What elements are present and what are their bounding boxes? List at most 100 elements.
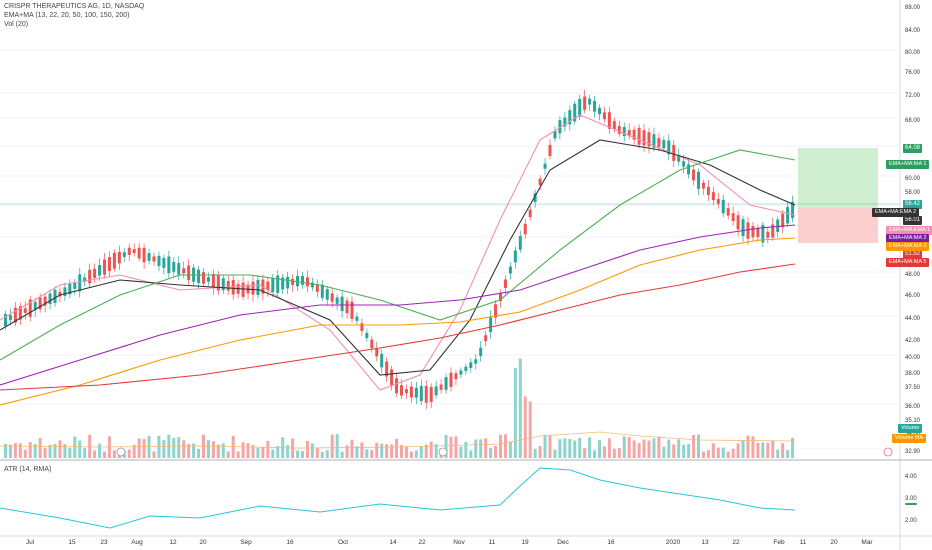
volume-bar (617, 447, 621, 458)
candle-body (320, 284, 324, 298)
volume-bar (409, 451, 413, 458)
time-axis-label: 20 (830, 539, 838, 546)
candle-body (513, 250, 517, 263)
stop-zone[interactable] (798, 208, 878, 243)
volume-bar (449, 436, 453, 458)
candle-body (607, 112, 611, 129)
candle-body (93, 268, 97, 278)
time-axis-label: 16 (286, 539, 294, 546)
candle-body (291, 278, 295, 285)
volume-bar (162, 440, 166, 458)
volume-bar (88, 434, 92, 458)
volume-bar (701, 451, 705, 458)
volume-bar (706, 450, 710, 458)
volume-bar (612, 448, 616, 458)
candle-body (414, 387, 418, 398)
candle-body (652, 134, 656, 148)
volume-bar (627, 437, 631, 458)
candle-body (568, 110, 572, 125)
candle-body (127, 247, 131, 255)
volume-bar (211, 441, 215, 458)
candle-body (296, 275, 300, 287)
candle-body (107, 257, 111, 271)
candle-body (756, 228, 760, 238)
volume-bar (677, 439, 681, 458)
candle-body (53, 289, 57, 303)
candle-body (256, 279, 260, 296)
candle-body (538, 178, 542, 186)
volume-bar (33, 443, 37, 458)
candle-body (523, 223, 527, 235)
volume-bar (513, 367, 517, 458)
volume-bar (583, 448, 587, 458)
price-axis-label: 68.00 (905, 118, 921, 124)
candle-body (98, 265, 102, 276)
candle-body (88, 269, 92, 284)
price-axis-label: 42.00 (905, 338, 921, 344)
candle-body (78, 274, 82, 292)
candle-body (706, 186, 710, 195)
event-marker[interactable] (883, 447, 893, 457)
candle-body (578, 98, 582, 117)
candle-body (449, 372, 453, 387)
legend-ema-ma[interactable]: EMA+MA (13, 22, 20, 50, 100, 150, 200) (4, 12, 130, 19)
candle-body (390, 369, 394, 386)
candle-body (360, 323, 364, 331)
candle-body (672, 144, 676, 161)
volume-bar (558, 439, 562, 458)
volume-bar (657, 436, 661, 458)
volume-bar (271, 449, 275, 458)
volume-bar (325, 450, 329, 458)
time-axis-label: Jul (25, 539, 35, 546)
candle-body (157, 255, 161, 267)
candle-body (48, 293, 52, 305)
volume-bar (533, 448, 537, 458)
time-axis-label: 2020 (665, 539, 681, 546)
candle-body (761, 224, 765, 243)
volume-bar (320, 451, 324, 458)
volume-bar (721, 447, 725, 458)
price-axis-label: 37.50 (905, 385, 921, 391)
candle-body (503, 279, 507, 288)
target-zone[interactable] (798, 148, 878, 208)
volume-bar (786, 450, 790, 458)
ma-100-line (0, 224, 796, 386)
candle-body (266, 281, 270, 291)
volume-bar (543, 434, 547, 458)
volume-bar (112, 450, 116, 458)
time-axis-label: Aug (131, 539, 143, 546)
volume-bar (385, 444, 389, 458)
candle-body (345, 300, 349, 314)
candle-body (152, 256, 156, 262)
volume-bar (682, 444, 686, 458)
volume-bar (662, 446, 666, 458)
candle-body (701, 182, 705, 189)
volume-bar (305, 440, 309, 458)
legend-symbol[interactable]: CRISPR THERAPEUTICS AG, 1D, NASDAQ (4, 3, 145, 10)
candle-body (340, 296, 344, 312)
volume-bar (310, 443, 314, 458)
time-axis-label: Sep (240, 539, 252, 546)
candle-body (429, 386, 433, 403)
legend-atr[interactable]: ATR (14, RMA) (4, 466, 52, 473)
candle-body (310, 282, 314, 288)
volume-bar (296, 450, 300, 458)
event-marker[interactable] (116, 447, 126, 457)
candle-body (499, 293, 502, 302)
price-axis-label: 35.10 (905, 418, 921, 424)
time-axis-label: 19 (521, 539, 529, 546)
volume-bar (424, 444, 428, 458)
legend-volume[interactable]: Vol (20) (4, 21, 29, 28)
candle-body (147, 253, 151, 261)
ma-badge-2: EMA+MA:MA 2 (886, 234, 930, 243)
candle-body (731, 213, 735, 222)
event-marker[interactable] (438, 447, 448, 457)
candle-body (28, 299, 32, 317)
candle-body (4, 314, 7, 326)
candle-body (711, 192, 715, 201)
candle-body (602, 112, 606, 120)
price-axis-label: 84.00 (905, 28, 921, 34)
candle-body (771, 224, 775, 238)
